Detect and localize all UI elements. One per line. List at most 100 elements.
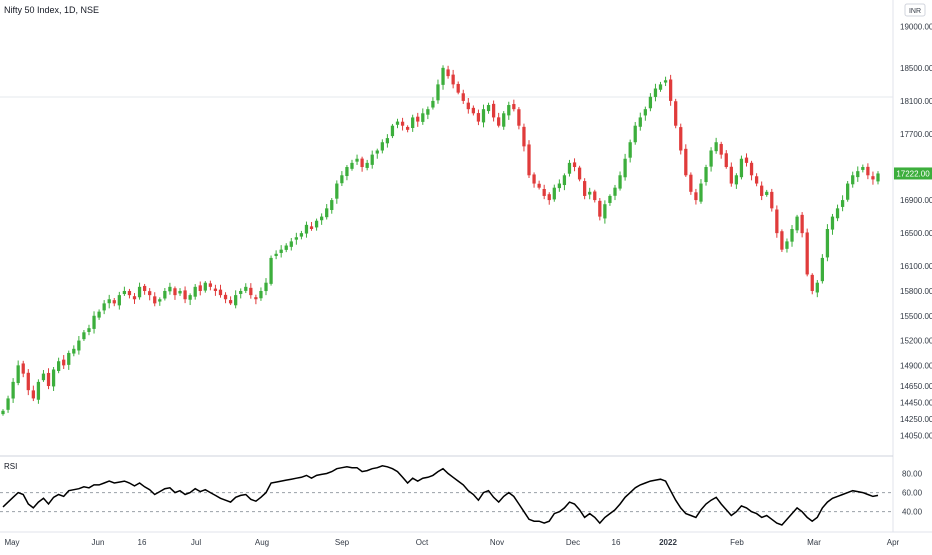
candle — [218, 284, 223, 298]
candle — [112, 298, 116, 307]
candle — [795, 214, 799, 234]
candle — [254, 294, 258, 305]
price-tick-label: 14900.00 — [900, 361, 932, 370]
candle — [446, 65, 450, 79]
candle — [790, 225, 794, 247]
price-tick-label: 16500.00 — [900, 229, 932, 238]
candle — [385, 134, 390, 148]
chart-title: Nifty 50 Index, 1D, NSE — [4, 5, 99, 15]
candle — [810, 273, 814, 295]
candle — [876, 171, 880, 185]
candle — [643, 106, 647, 121]
candle — [314, 218, 319, 231]
time-tick-label: Apr — [887, 538, 900, 547]
candle — [517, 107, 521, 130]
candle — [542, 184, 546, 200]
time-tick-label: 2022 — [659, 538, 677, 547]
candle — [299, 230, 304, 240]
candle — [183, 286, 187, 304]
candle — [395, 118, 400, 129]
time-tick-label: May — [4, 538, 19, 547]
candle — [861, 164, 865, 173]
candle — [208, 280, 213, 291]
candle — [527, 140, 531, 179]
candle — [269, 255, 273, 286]
candle — [694, 188, 698, 205]
candle — [552, 184, 556, 202]
price-tick-label: 15200.00 — [900, 337, 932, 346]
candle — [532, 172, 536, 188]
candle — [92, 311, 96, 334]
candle — [623, 153, 627, 181]
candle — [668, 74, 673, 106]
candle — [421, 108, 425, 125]
candle — [497, 112, 501, 128]
candle — [856, 166, 860, 182]
candle — [679, 123, 683, 155]
price-tick-label: 18500.00 — [900, 64, 932, 73]
candle — [760, 181, 764, 201]
candle — [562, 173, 567, 191]
candle — [198, 281, 202, 296]
candle — [658, 81, 663, 92]
time-tick-label: Jun — [92, 538, 105, 547]
price-axis: 19000.00 18500.00 18100.00 17700.00 16900.00… — [900, 23, 932, 441]
time-tick-label: Dec — [566, 538, 580, 547]
candle — [598, 198, 602, 221]
price-tick-label: 16100.00 — [900, 262, 932, 271]
price-tick-label: 17700.00 — [900, 130, 932, 139]
candle — [274, 250, 278, 260]
candle — [512, 99, 516, 112]
candle — [370, 150, 374, 169]
currency-button[interactable]: INR — [904, 3, 926, 17]
candle — [193, 284, 197, 300]
candle — [57, 357, 61, 374]
candle — [502, 111, 506, 130]
candle — [289, 238, 293, 251]
time-tick-label: Sep — [335, 538, 350, 547]
candle — [122, 286, 127, 296]
candle — [137, 282, 142, 300]
candle — [567, 159, 572, 177]
candle — [709, 147, 713, 172]
candle — [51, 367, 56, 391]
candle — [800, 212, 804, 238]
candle — [522, 123, 526, 152]
candle — [577, 165, 582, 182]
candle — [188, 293, 192, 306]
candle — [405, 125, 410, 133]
candle — [628, 139, 632, 163]
candle — [820, 254, 824, 284]
candle — [593, 189, 597, 203]
candle — [749, 160, 754, 181]
candle — [785, 238, 789, 253]
candle — [770, 188, 774, 212]
candle — [72, 345, 76, 357]
candle — [77, 336, 81, 355]
candle — [26, 369, 30, 396]
candle — [633, 121, 637, 145]
candle — [461, 89, 465, 104]
candle — [16, 360, 20, 386]
candle — [249, 283, 253, 299]
rsi-layer — [0, 465, 893, 526]
time-tick-label: Feb — [730, 538, 744, 547]
rsi-tick-label: 80.00 — [902, 469, 923, 478]
candle — [21, 360, 25, 378]
candle — [451, 69, 455, 89]
time-tick-label: 16 — [138, 538, 147, 547]
candle — [223, 292, 228, 304]
candle — [663, 76, 668, 87]
candle — [173, 286, 177, 300]
candle — [203, 281, 207, 293]
candle — [11, 378, 15, 403]
candle — [835, 204, 840, 222]
candle — [603, 200, 607, 224]
price-tick-label: 14250.00 — [900, 415, 932, 424]
candle — [279, 245, 283, 258]
candle — [648, 93, 653, 112]
price-tick-label: 14450.00 — [900, 399, 932, 408]
candle — [304, 221, 309, 238]
candle — [62, 355, 66, 369]
